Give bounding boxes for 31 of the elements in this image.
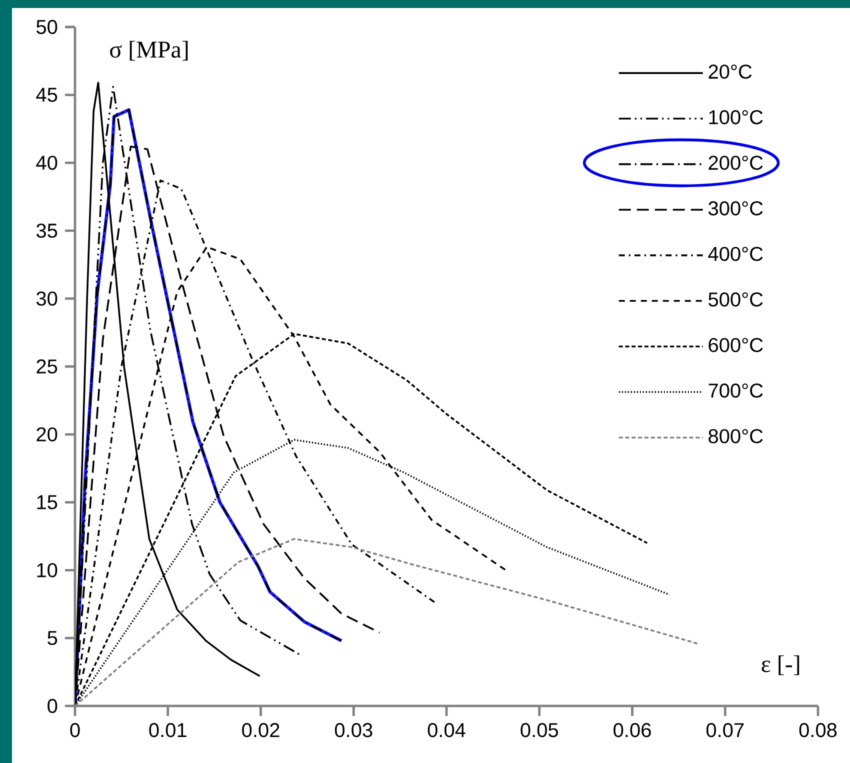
legend-label: 600°C <box>708 338 763 352</box>
y-tick-label: 40 <box>36 156 58 170</box>
x-tick-label: 0.02 <box>242 723 280 738</box>
y-axis-title: σ [MPa] <box>110 40 188 61</box>
legend-label: 700°C <box>708 384 763 398</box>
x-tick-label: 0.01 <box>149 723 186 738</box>
x-tick-label: 0.08 <box>799 723 837 738</box>
y-tick-label: 10 <box>37 563 58 578</box>
y-tick-label: 20 <box>36 427 58 442</box>
x-tick-label: 0.06 <box>614 723 651 738</box>
legend-label: 300°C <box>708 201 763 216</box>
x-tick-label: 0.03 <box>334 723 372 738</box>
x-axis-title: ε [-] <box>762 655 800 676</box>
x-tick-label: 0.04 <box>428 723 466 738</box>
y-tick-label: 25 <box>36 359 58 374</box>
x-tick-label: 0.07 <box>706 723 744 738</box>
y-tick-label: 35 <box>36 224 58 238</box>
y-tick-label: 5 <box>48 631 58 646</box>
legend-label: 400°C <box>708 246 763 262</box>
x-tick-label: 0.05 <box>520 723 558 738</box>
legend-label: 100°C <box>709 110 763 124</box>
y-tick-label: 30 <box>36 292 58 306</box>
y-tick-label: 0 <box>48 698 58 714</box>
y-tick-label: 15 <box>37 495 58 510</box>
legend-label: 200°C <box>708 156 763 170</box>
legend-label: 500°C <box>708 292 763 307</box>
x-tick-label: 0 <box>70 723 80 738</box>
legend-label: 800°C <box>708 429 763 444</box>
y-tick-label: 50 <box>36 20 58 34</box>
legend-label: 20°C <box>708 64 752 79</box>
y-tick-label: 45 <box>36 88 58 102</box>
